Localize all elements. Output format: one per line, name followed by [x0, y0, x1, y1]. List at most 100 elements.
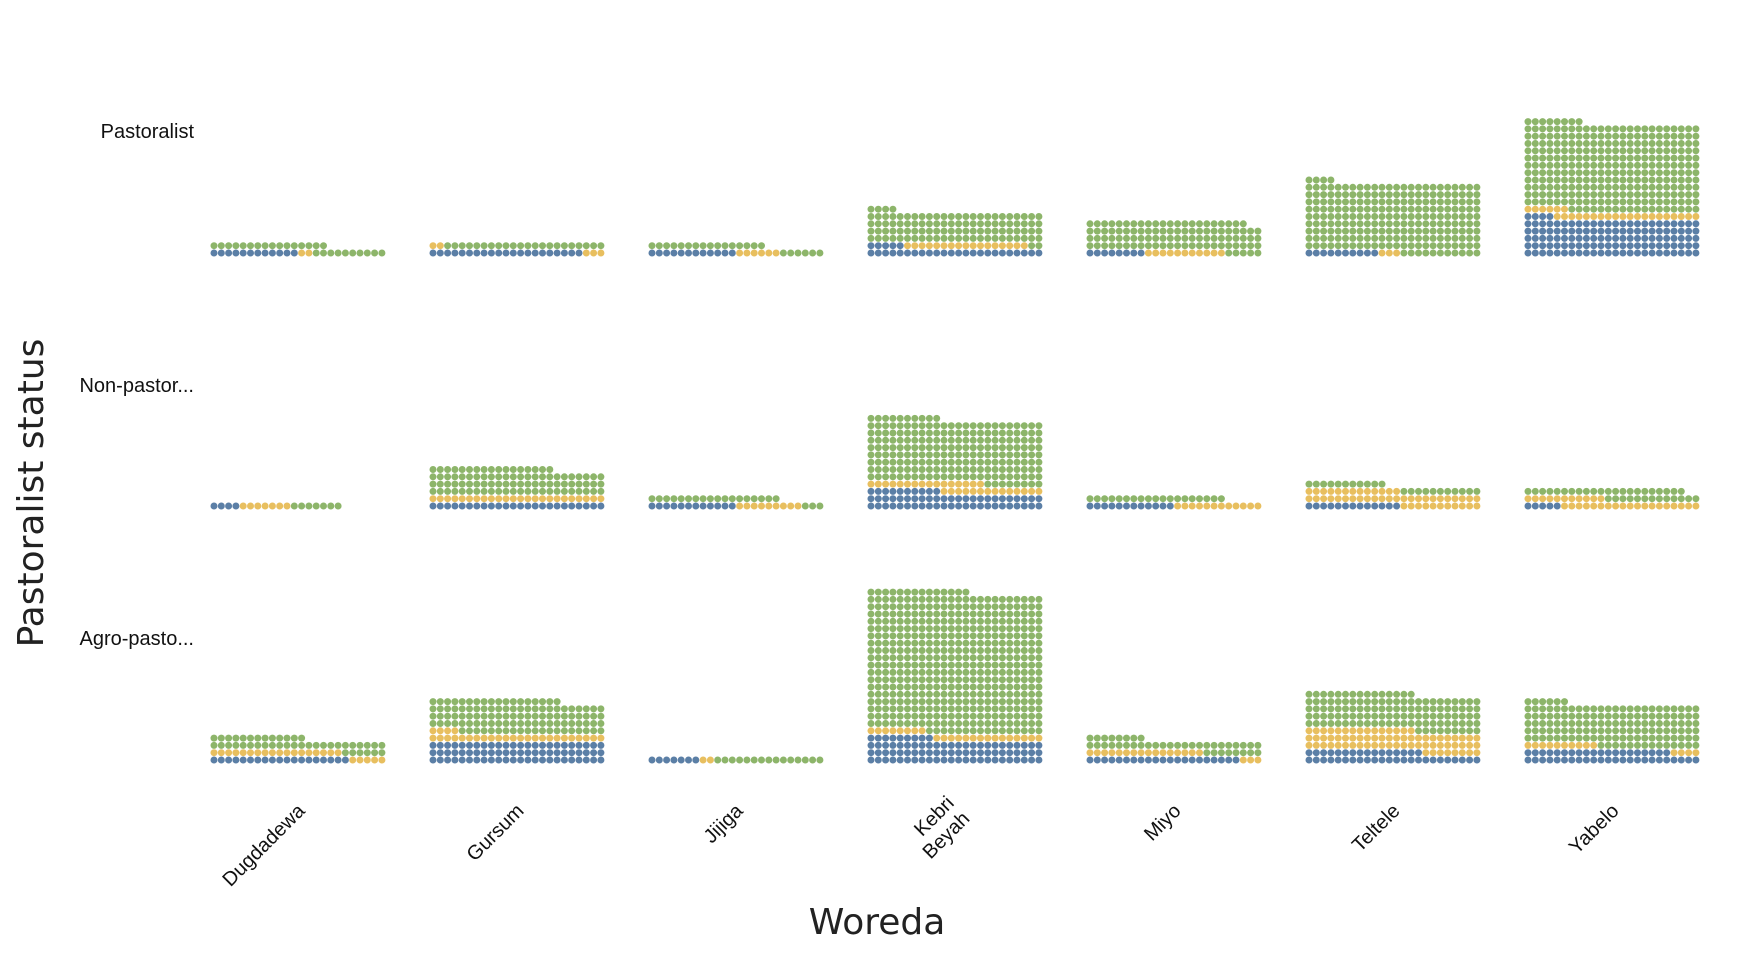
dot-green — [1334, 213, 1342, 220]
dot-yellow — [1473, 741, 1481, 749]
dot-blue — [728, 502, 736, 510]
dot-green — [1561, 176, 1568, 184]
dot-green — [962, 603, 970, 611]
dot-green — [502, 487, 510, 495]
dot-green — [1524, 176, 1532, 184]
dot-green — [1546, 147, 1554, 155]
dot-green — [933, 436, 941, 444]
dot-green — [743, 242, 751, 250]
dot-green — [962, 690, 970, 698]
dot-green — [1378, 712, 1386, 720]
dot-yellow — [466, 495, 473, 503]
dot-green — [984, 595, 992, 603]
dot-green — [1342, 191, 1349, 199]
dot-green — [1626, 727, 1634, 735]
dot-yellow — [962, 734, 970, 742]
dot-green — [502, 720, 510, 727]
dot-yellow — [254, 502, 262, 510]
dot-blue — [1531, 502, 1539, 510]
dot-green — [1371, 205, 1379, 213]
dot-blue — [882, 495, 890, 503]
dot-green — [1327, 198, 1335, 206]
dot-green — [451, 712, 459, 720]
dot-yellow — [1422, 502, 1430, 510]
dot-green — [1400, 720, 1408, 727]
dot-blue — [1451, 756, 1459, 764]
dot-green — [1320, 191, 1328, 199]
dot-green — [991, 480, 999, 488]
dot-green — [991, 458, 999, 466]
dot-green — [1342, 480, 1349, 488]
dot-green — [1239, 227, 1247, 235]
dot-green — [1312, 712, 1320, 720]
dot-green — [1582, 734, 1590, 742]
dot-green — [1254, 749, 1262, 757]
dot-green — [933, 668, 941, 676]
dot-green — [1028, 610, 1036, 618]
dot-green — [904, 220, 911, 228]
dot-green — [1137, 220, 1145, 228]
dot-green — [1436, 191, 1444, 199]
dot-green — [546, 698, 554, 706]
dot-green — [1597, 720, 1605, 727]
dot-green — [1181, 227, 1189, 235]
dot-green — [867, 654, 875, 662]
dot-green — [1604, 487, 1612, 495]
dot-green — [1378, 220, 1386, 228]
dot-yellow — [911, 480, 919, 488]
dot-green — [1181, 234, 1189, 242]
dot-green — [867, 647, 875, 654]
dot-yellow — [1247, 502, 1255, 510]
dot-blue — [1670, 234, 1678, 242]
dot-yellow — [1115, 749, 1123, 757]
dot-green — [1648, 154, 1656, 162]
dot-green — [1451, 727, 1459, 735]
dot-green — [378, 741, 386, 749]
dot-yellow — [1108, 749, 1116, 757]
dot-green — [1035, 242, 1043, 250]
dot-green — [1305, 234, 1313, 242]
dot-green — [1451, 220, 1459, 228]
dot-green — [984, 422, 992, 430]
dot-green — [1568, 176, 1576, 184]
dot-yellow — [1130, 749, 1138, 757]
dot-blue — [1115, 502, 1123, 510]
dot-green — [546, 242, 554, 250]
dot-blue — [955, 495, 963, 503]
dot-green — [882, 720, 890, 727]
dot-green — [568, 487, 576, 495]
dot-green — [1400, 242, 1408, 250]
dot-green — [1115, 242, 1123, 250]
dot-green — [1217, 242, 1225, 250]
dot-green — [553, 242, 561, 250]
dot-green — [933, 458, 941, 466]
dot-green — [590, 480, 598, 488]
dot-blue — [225, 756, 233, 764]
dot-green — [590, 705, 598, 713]
dot-green — [1634, 154, 1641, 162]
dot-green — [1677, 198, 1685, 206]
dot-blue — [962, 741, 970, 749]
dot-green — [1524, 132, 1532, 140]
dot-blue — [575, 249, 583, 257]
dot-blue — [977, 741, 984, 749]
dot-green — [1093, 495, 1101, 503]
dot-green — [1312, 690, 1320, 698]
dot-green — [955, 676, 963, 684]
dot-blue — [991, 756, 999, 764]
dot-green — [1028, 639, 1036, 647]
dot-green — [947, 654, 955, 662]
dot-green — [546, 720, 554, 727]
dot-blue — [1349, 749, 1357, 757]
dot-blue — [896, 749, 904, 757]
dot-green — [1531, 118, 1539, 126]
dot-green — [1035, 720, 1043, 727]
dot-green — [480, 466, 488, 473]
dot-green — [1692, 734, 1700, 742]
dot-green — [962, 610, 970, 618]
dot-blue — [962, 749, 970, 757]
dot-blue — [531, 502, 539, 510]
dot-blue — [984, 741, 992, 749]
dot-yellow — [1692, 213, 1700, 220]
dot-green — [1685, 132, 1693, 140]
